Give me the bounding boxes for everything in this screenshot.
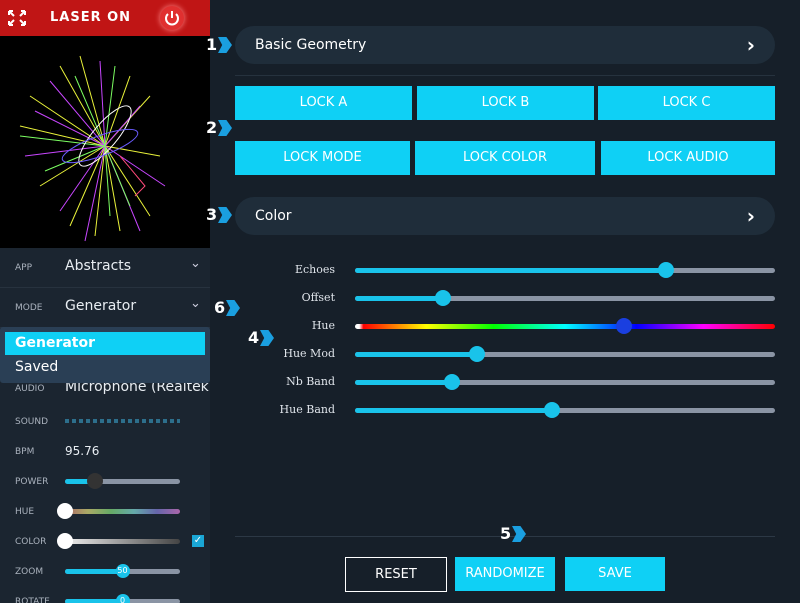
slider-label: Echoes [294, 263, 335, 276]
slider-track[interactable] [355, 296, 775, 301]
slider-fill [355, 296, 444, 301]
action-button[interactable]: SAVE [565, 557, 665, 591]
section-header[interactable]: Color [235, 197, 775, 235]
row-label: POWER [15, 477, 49, 487]
slider-fill [355, 268, 666, 273]
action-button[interactable]: RESET [345, 557, 447, 592]
marker-number: 5 [500, 524, 512, 543]
slider-label: Offset [301, 291, 335, 304]
slider-fill [65, 599, 123, 603]
slider-thumb[interactable] [657, 262, 674, 278]
marker-number: 6 [214, 298, 226, 317]
slider-thumb[interactable]: 50 [115, 564, 130, 578]
fullscreen-icon[interactable] [8, 10, 26, 26]
slider-fill [355, 380, 452, 385]
slider-label: Hue Mod [283, 347, 335, 360]
lock-button[interactable]: LOCK COLOR [415, 141, 595, 175]
power-button[interactable] [160, 6, 184, 30]
slider-track[interactable] [65, 509, 180, 514]
row-label: ROTATE [15, 597, 50, 603]
row-label: MODE [15, 303, 43, 313]
marker-number: 4 [248, 328, 260, 347]
step-marker: 3 [206, 204, 230, 226]
step-marker: 5 [500, 523, 524, 545]
step-marker: 4 [248, 327, 272, 349]
dropdown-option[interactable]: Saved [15, 359, 59, 375]
slider-track[interactable] [355, 408, 775, 413]
row-label: BPM [15, 447, 35, 457]
step-marker: 2 [206, 117, 230, 139]
row-value[interactable]: Abstracts [65, 258, 132, 274]
row-label: AUDIO [15, 384, 45, 394]
lock-button[interactable]: LOCK MODE [235, 141, 410, 175]
divider [235, 75, 775, 76]
slider-thumb[interactable]: 0 [115, 594, 130, 603]
row-label: COLOR [15, 537, 47, 547]
slider-track[interactable] [355, 380, 775, 385]
row-label: HUE [15, 507, 35, 517]
slider-thumb[interactable] [443, 374, 460, 390]
sound-meter [65, 419, 180, 423]
marker-number: 1 [206, 35, 218, 54]
slider-label: Hue [311, 319, 335, 332]
slider-thumb[interactable] [468, 346, 485, 362]
dropdown-option[interactable]: Generator [5, 332, 205, 355]
sidebar: LASER ON APP Abstracts ⌄ MODE Generator ⌄ AUDI… [0, 0, 210, 603]
row-label: APP [15, 263, 33, 273]
laser-preview [0, 36, 210, 248]
bpm-value: 95.76 [65, 444, 100, 458]
lock-button[interactable]: LOCK C [598, 86, 775, 120]
row-value[interactable]: Microphone (Realtek [65, 379, 209, 395]
row-label: SOUND [15, 417, 49, 427]
section-header[interactable]: Basic Geometry [235, 26, 775, 64]
lock-button[interactable]: LOCK A [235, 86, 412, 120]
action-button[interactable]: RANDOMIZE [455, 557, 555, 591]
divider [0, 287, 210, 288]
marker-number: 3 [206, 205, 218, 224]
slider-thumb[interactable] [57, 503, 73, 519]
slider-fill [355, 352, 477, 357]
slider-thumb[interactable] [86, 473, 103, 489]
slider-track[interactable] [65, 539, 180, 544]
slider-track[interactable] [355, 352, 775, 357]
slider-thumb[interactable] [615, 318, 632, 334]
slider-thumb[interactable] [544, 402, 561, 418]
lock-button[interactable]: LOCK B [417, 86, 594, 120]
chevron[interactable]: ⌄ [190, 256, 201, 271]
row-value[interactable]: Generator [65, 298, 137, 314]
slider-fill [355, 408, 553, 413]
lock-button[interactable]: LOCK AUDIO [601, 141, 775, 175]
slider-thumb[interactable] [57, 533, 73, 549]
step-marker: 1 [206, 34, 230, 56]
checkbox[interactable]: ✓ [192, 535, 204, 547]
marker-number: 2 [206, 118, 218, 137]
slider-fill [65, 479, 95, 484]
chevron[interactable]: ⌄ [190, 296, 201, 311]
slider-fill [65, 569, 123, 574]
header-title: LASER ON [50, 10, 132, 25]
slider-label: Nb Band [286, 375, 335, 388]
slider-label: Hue Band [279, 403, 335, 416]
step-marker: 6 [214, 297, 238, 319]
slider-thumb[interactable] [435, 290, 452, 306]
row-label: ZOOM [15, 567, 44, 577]
slider-track[interactable] [355, 324, 775, 329]
slider-track[interactable] [65, 479, 180, 484]
